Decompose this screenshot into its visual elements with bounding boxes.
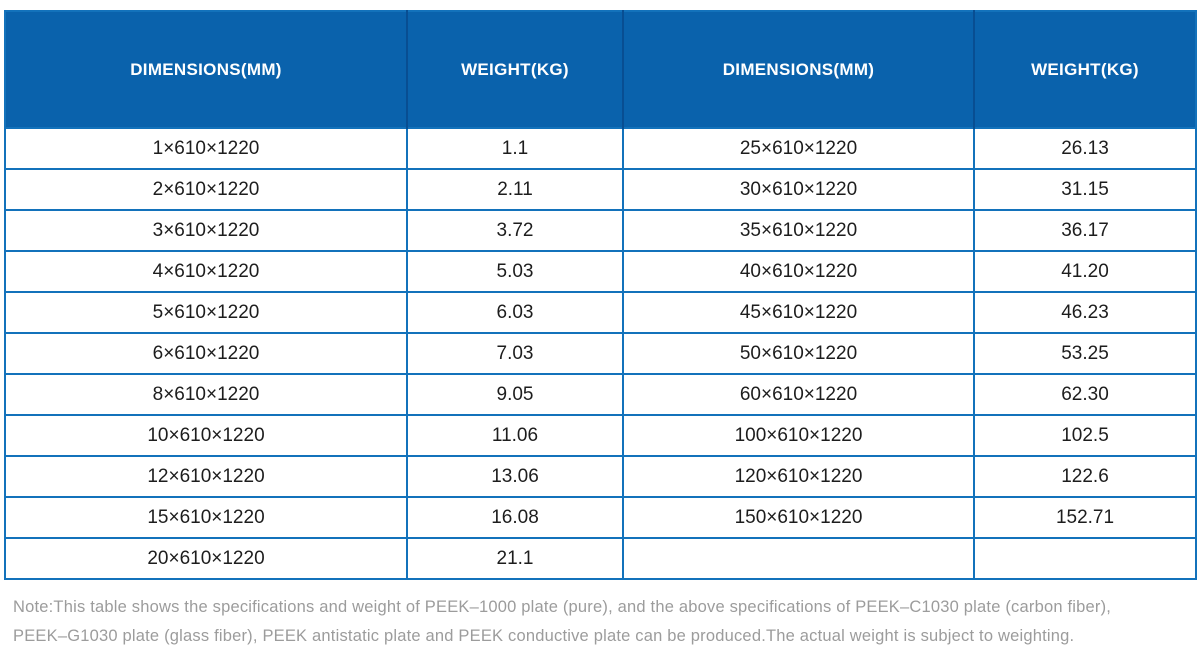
weight-cell: 3.72 bbox=[406, 209, 624, 252]
dimensions-cell: 8×610×1220 bbox=[4, 373, 408, 416]
header-weight-left: WEIGHT(KG) bbox=[406, 11, 623, 128]
header-dimensions-right: DIMENSIONS(MM) bbox=[622, 11, 974, 128]
weight-cell: 9.05 bbox=[406, 373, 624, 416]
dimensions-cell: 10×610×1220 bbox=[4, 414, 408, 457]
dimensions-cell: 40×610×1220 bbox=[622, 250, 975, 293]
table-row: 2×610×1220 2.11 30×610×1220 31.15 bbox=[4, 168, 1197, 211]
header-dimensions-left: DIMENSIONS(MM) bbox=[5, 11, 407, 128]
dimensions-cell: 20×610×1220 bbox=[4, 537, 408, 580]
table-row: 5×610×1220 6.03 45×610×1220 46.23 bbox=[4, 291, 1197, 334]
weight-cell: 122.6 bbox=[973, 455, 1197, 498]
dimensions-cell: 50×610×1220 bbox=[622, 332, 975, 375]
dimensions-cell: 45×610×1220 bbox=[622, 291, 975, 334]
dimensions-cell: 12×610×1220 bbox=[4, 455, 408, 498]
dimensions-cell: 150×610×1220 bbox=[622, 496, 975, 539]
dimensions-cell: 15×610×1220 bbox=[4, 496, 408, 539]
weight-cell: 6.03 bbox=[406, 291, 624, 334]
dimensions-cell: 4×610×1220 bbox=[4, 250, 408, 293]
note-text: Note:This table shows the specifications… bbox=[13, 593, 1195, 648]
dimensions-cell: 6×610×1220 bbox=[4, 332, 408, 375]
spec-table: DIMENSIONS(MM) WEIGHT(KG) DIMENSIONS(MM)… bbox=[4, 10, 1197, 580]
dimensions-cell: 120×610×1220 bbox=[622, 455, 975, 498]
weight-cell: 31.15 bbox=[973, 168, 1197, 211]
table-row: 10×610×1220 11.06 100×610×1220 102.5 bbox=[4, 414, 1197, 457]
table-row: 12×610×1220 13.06 120×610×1220 122.6 bbox=[4, 455, 1197, 498]
dimensions-cell: 25×610×1220 bbox=[622, 127, 975, 170]
dimensions-cell: 35×610×1220 bbox=[622, 209, 975, 252]
weight-cell: 7.03 bbox=[406, 332, 624, 375]
weight-cell: 21.1 bbox=[406, 537, 624, 580]
table-row: 6×610×1220 7.03 50×610×1220 53.25 bbox=[4, 332, 1197, 375]
dimensions-cell: 30×610×1220 bbox=[622, 168, 975, 211]
weight-cell: 11.06 bbox=[406, 414, 624, 457]
weight-cell bbox=[973, 537, 1197, 580]
dimensions-cell bbox=[622, 537, 975, 580]
dimensions-cell: 2×610×1220 bbox=[4, 168, 408, 211]
weight-cell: 41.20 bbox=[973, 250, 1197, 293]
weight-cell: 2.11 bbox=[406, 168, 624, 211]
dimensions-cell: 5×610×1220 bbox=[4, 291, 408, 334]
note-line-1: Note:This table shows the specifications… bbox=[13, 598, 1112, 616]
weight-cell: 53.25 bbox=[973, 332, 1197, 375]
table-header-row: DIMENSIONS(MM) WEIGHT(KG) DIMENSIONS(MM)… bbox=[5, 11, 1196, 128]
weight-cell: 62.30 bbox=[973, 373, 1197, 416]
table-row: 8×610×1220 9.05 60×610×1220 62.30 bbox=[4, 373, 1197, 416]
weight-cell: 152.71 bbox=[973, 496, 1197, 539]
header-weight-right: WEIGHT(KG) bbox=[973, 11, 1196, 128]
table-row: 1×610×1220 1.1 25×610×1220 26.13 bbox=[4, 127, 1197, 170]
dimensions-cell: 3×610×1220 bbox=[4, 209, 408, 252]
weight-cell: 1.1 bbox=[406, 127, 624, 170]
table-row: 20×610×1220 21.1 bbox=[4, 537, 1197, 580]
weight-cell: 16.08 bbox=[406, 496, 624, 539]
dimensions-cell: 100×610×1220 bbox=[622, 414, 975, 457]
weight-cell: 46.23 bbox=[973, 291, 1197, 334]
dimensions-cell: 60×610×1220 bbox=[622, 373, 975, 416]
weight-cell: 26.13 bbox=[973, 127, 1197, 170]
table-body: 1×610×1220 1.1 25×610×1220 26.13 2×610×1220 2… bbox=[4, 127, 1197, 580]
note-line-2: PEEK–G1030 plate (glass fiber), PEEK ant… bbox=[13, 627, 1075, 645]
weight-cell: 102.5 bbox=[973, 414, 1197, 457]
dimensions-cell: 1×610×1220 bbox=[4, 127, 408, 170]
weight-cell: 5.03 bbox=[406, 250, 624, 293]
weight-cell: 36.17 bbox=[973, 209, 1197, 252]
table-row: 15×610×1220 16.08 150×610×1220 152.71 bbox=[4, 496, 1197, 539]
table-row: 3×610×1220 3.72 35×610×1220 36.17 bbox=[4, 209, 1197, 252]
table-row: 4×610×1220 5.03 40×610×1220 41.20 bbox=[4, 250, 1197, 293]
weight-cell: 13.06 bbox=[406, 455, 624, 498]
